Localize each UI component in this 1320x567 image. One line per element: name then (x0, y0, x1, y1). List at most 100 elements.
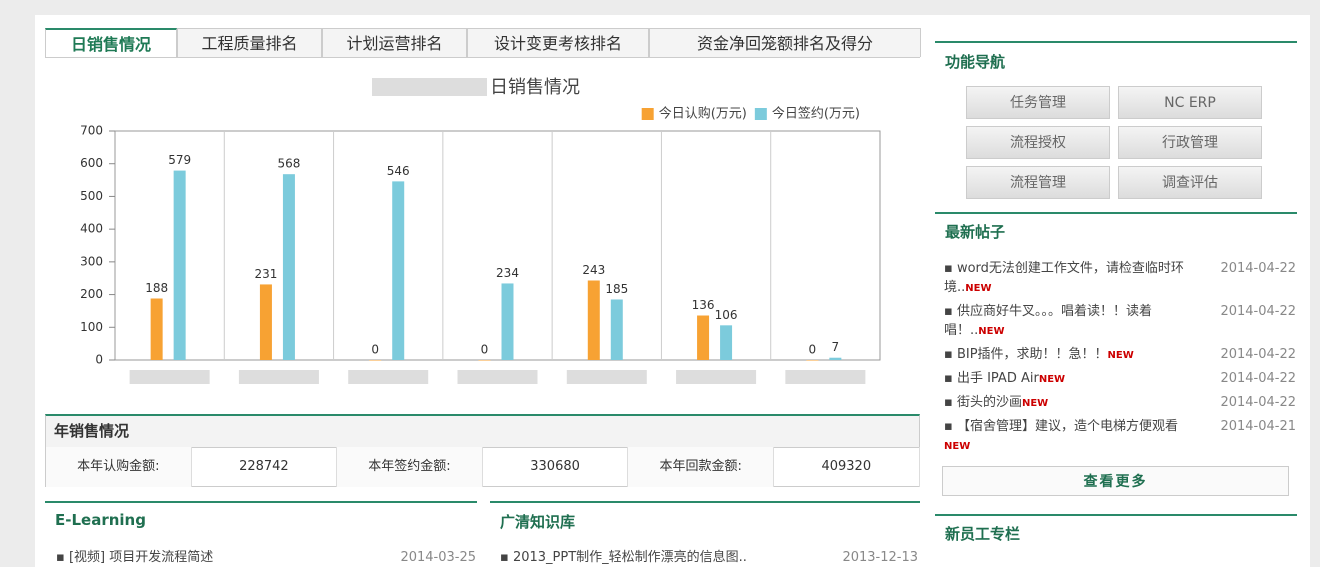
post-title[interactable]: BIP插件，求助！！急！！ (956, 347, 1108, 362)
post-text[interactable]: ▪ 供应商好牛叉。。。唱着读！！读着唱！..NEW (944, 304, 1152, 338)
value-label: 7 (832, 340, 840, 354)
annual-value: 409320 (774, 447, 920, 487)
knowledge-item[interactable]: ▪ 2013_PPT制作_轻松制作漂亮的信息图.. 2013-12-13 (500, 550, 918, 565)
post-date: 2014-04-21 (1220, 419, 1296, 434)
post-title[interactable]: 出手 IPAD Air (956, 371, 1039, 386)
legend-label: 今日签约(万元) (772, 106, 860, 122)
blurred-category (676, 370, 757, 384)
tab[interactable]: 日销售情况 (45, 28, 177, 57)
nav-button[interactable]: NC ERP (1118, 86, 1262, 119)
annual-value: 330680 (483, 447, 629, 487)
bar (392, 181, 405, 360)
value-label: 0 (481, 343, 489, 357)
post-date: 2014-04-22 (1220, 371, 1296, 386)
post-badge: NEW (944, 441, 971, 452)
more-button[interactable]: 查看更多 (942, 466, 1289, 496)
annual-label: 本年签约金额: (337, 447, 483, 487)
chart: 日销售情况 0100200300400500600700今日签约(万元)今日认购… (80, 77, 881, 384)
post-text[interactable]: ▪ 街头的沙画NEW (944, 395, 1049, 410)
post-text[interactable]: ▪ 出手 IPAD AirNEW (944, 371, 1066, 386)
post-text[interactable]: ▪ BIP插件，求助！！急！！NEW (944, 347, 1134, 362)
nav-button[interactable]: 任务管理 (966, 86, 1110, 119)
blurred-category (566, 370, 647, 384)
blurred-category (785, 370, 866, 384)
nav-button[interactable]: 调查评估 (1118, 166, 1262, 199)
newstaff-title: 新员工专栏 (935, 514, 1297, 551)
legend-label: 今日认购(万元) (659, 106, 747, 122)
annual-value: 228742 (192, 447, 338, 487)
value-label: 234 (496, 266, 519, 280)
annual-label: 本年认购金额: (46, 447, 192, 487)
post-badge: NEW (1021, 398, 1049, 409)
post-date: 2014-04-22 (1220, 395, 1296, 410)
blurred-category (238, 370, 319, 384)
value-label: 243 (582, 263, 605, 277)
value-label: 579 (168, 153, 191, 167)
elearning-title: E-Learning (45, 501, 477, 537)
value-label: 106 (715, 308, 738, 322)
y-tick-label: 600 (80, 156, 103, 170)
nav-button[interactable]: 行政管理 (1118, 126, 1262, 159)
post[interactable]: ▪ 出手 IPAD AirNEW 2014-04-22 (944, 369, 1296, 389)
nav-button[interactable]: 流程授权 (966, 126, 1110, 159)
item-text[interactable]: [视频] 项目开发流程简述 (68, 550, 214, 565)
knowledge-title: 广清知识库 (490, 501, 920, 540)
y-tick-label: 400 (80, 222, 103, 236)
bar (282, 174, 295, 360)
blurred-category (457, 370, 538, 384)
post[interactable]: ▪ BIP插件，求助！！急！！NEW 2014-04-22 (944, 345, 1296, 365)
y-tick-label: 0 (95, 353, 103, 367)
bar (587, 280, 600, 360)
elearning-item[interactable]: ▪ [视频] 项目开发流程简述 2014-03-25 (56, 550, 476, 565)
item-date: 2013-12-13 (842, 550, 918, 565)
blurred-category (129, 370, 210, 384)
value-label: 0 (809, 343, 817, 357)
bar (610, 299, 623, 360)
bar (173, 170, 186, 360)
y-tick-label: 300 (80, 254, 103, 268)
bar (829, 357, 842, 360)
post-title[interactable]: 【宿舍管理】建议，造个电梯方便观看 (956, 419, 1178, 434)
post[interactable]: ▪ 供应商好牛叉。。。唱着读！！读着唱！..NEW 2014-04-22 (944, 302, 1296, 341)
post-badge: NEW (1107, 350, 1134, 361)
value-label: 568 (277, 157, 300, 171)
value-label: 185 (605, 282, 628, 296)
post[interactable]: ▪ 【宿舍管理】建议，造个电梯方便观看NEW 2014-04-21 (944, 417, 1296, 456)
post[interactable]: ▪ 街头的沙画NEW 2014-04-22 (944, 393, 1296, 413)
tab[interactable]: 资金净回笼额排名及得分 (649, 28, 921, 57)
post-badge: NEW (978, 326, 1005, 337)
value-label: 546 (387, 164, 410, 178)
post-title[interactable]: 街头的沙画 (956, 395, 1022, 410)
bar (720, 325, 733, 360)
y-tick-label: 500 (80, 189, 103, 203)
legend-swatch (641, 108, 654, 120)
posts-list: ▪ word无法创建工作文件，请检查临时环境..NEW 2014-04-22 ▪ 供… (944, 259, 1296, 460)
y-tick-label: 700 (80, 124, 103, 138)
blurred-title-prefix (372, 78, 487, 96)
nav-button[interactable]: 流程管理 (966, 166, 1110, 199)
post-title[interactable]: word无法创建工作文件，请检查临时环境.. (944, 261, 1184, 295)
value-label: 188 (145, 281, 168, 295)
post-title[interactable]: 供应商好牛叉。。。唱着读！！读着唱！.. (944, 304, 1152, 338)
post-badge: NEW (1038, 374, 1066, 385)
y-tick-label: 200 (80, 287, 103, 301)
item-date: 2014-03-25 (400, 550, 476, 565)
value-label: 0 (371, 343, 379, 357)
chart-title: 日销售情况 (490, 77, 580, 98)
legend-swatch (754, 108, 767, 120)
post-date: 2014-04-22 (1220, 261, 1296, 276)
item-text[interactable]: 2013_PPT制作_轻松制作漂亮的信息图.. (512, 550, 747, 565)
bar (697, 315, 710, 360)
bar (150, 298, 163, 360)
value-label: 231 (254, 267, 277, 281)
tab[interactable]: 计划运营排名 (322, 28, 467, 57)
annual-label: 本年回款金额: (628, 447, 774, 487)
post-text[interactable]: ▪ 【宿舍管理】建议，造个电梯方便观看NEW (944, 419, 1178, 452)
bar (806, 360, 819, 361)
tab[interactable]: 设计变更考核排名 (467, 28, 649, 57)
tab[interactable]: 工程质量排名 (177, 28, 322, 57)
nav-title: 功能导航 (935, 41, 1297, 80)
post[interactable]: ▪ word无法创建工作文件，请检查临时环境..NEW 2014-04-22 (944, 259, 1296, 298)
post-text[interactable]: ▪ word无法创建工作文件，请检查临时环境..NEW (944, 261, 1184, 295)
bar (369, 360, 382, 361)
